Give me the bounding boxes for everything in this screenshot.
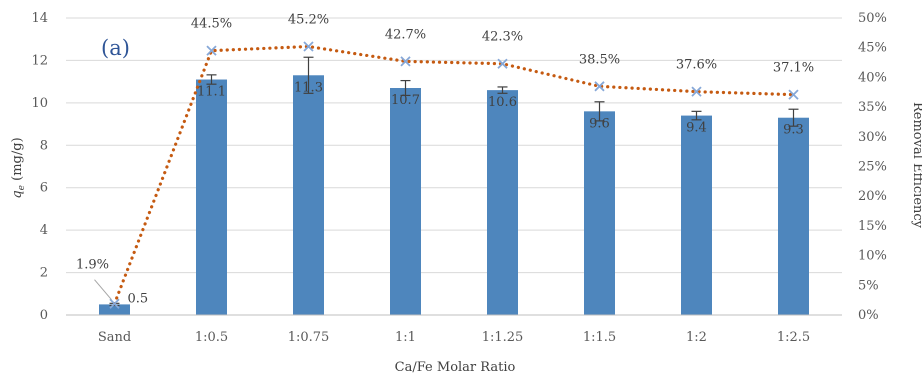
efficiency-value-label: 37.1% [773,61,814,76]
x-tick-label: Sand [98,330,131,345]
efficiency-value-label: 42.7% [385,27,426,42]
x-tick-label: 1:1.5 [583,330,616,345]
y-right-tick-label: 25% [858,160,887,175]
y-left-tick-label: 10 [31,96,48,111]
bar [99,304,130,315]
x-tick-label: 1:2 [686,330,707,345]
grid [66,17,842,274]
y-left-tick-label: 4 [40,223,48,238]
bar-value-label: 11.1 [197,85,226,100]
y-axis-title-right: Removal Efficiency [910,102,922,229]
x-tick-label: 1:0.5 [195,330,228,345]
y-axis-title-symbol: q [10,190,25,198]
efficiency-marker [594,81,605,92]
y-right-tick-label: 35% [858,100,887,115]
bar-series [99,56,809,316]
y-right-tick-label: 0% [858,308,879,323]
y-right-tick-label: 30% [858,130,887,145]
y-axis-title-left: qe (mg/g) [10,137,27,198]
y-axis-title-unit: (mg/g) [10,137,25,185]
x-tick-label: 1:1.25 [482,330,524,345]
y-left-tick-label: 6 [40,181,48,196]
y-right-tick-label: 10% [858,249,887,264]
bar-value-label: 10.7 [391,93,420,108]
bar-value-label: 10.6 [488,95,517,110]
efficiency-marker [400,56,411,67]
bar-value-label: 0.5 [128,291,149,306]
bar-value-label: 9.6 [589,116,610,131]
bar [293,75,324,316]
efficiency-marker [303,41,314,52]
y-right-tick-label: 20% [858,189,887,204]
efficiency-value-label: 44.5% [191,17,232,32]
efficiency-line [112,44,796,306]
x-tick-label: 1:1 [395,330,416,345]
efficiency-marker [497,58,508,69]
efficiency-marker [109,298,120,309]
y-left-tick-label: 14 [31,11,48,26]
efficiency-marker [691,86,702,97]
bar-value-label: 9.4 [686,121,707,136]
data-labels: 0.5 11.1 11.3 10.7 10.6 9.6 9.4 9.3 1.9% 44.5% 45.… [76,13,814,307]
efficiency-value-label: 1.9% [76,258,109,273]
bar [681,115,712,315]
efficiency-marker [788,89,799,100]
y-right-tick-label: 50% [858,11,887,26]
y-left-tick-label: 0 [40,308,48,323]
y-right-tick-label: 5% [858,278,879,293]
bar [196,79,227,316]
efficiency-marker [206,45,217,56]
y-right-tick-label: 15% [858,219,887,234]
efficiency-series [109,41,799,309]
bar-value-label: 9.3 [783,123,804,138]
efficiency-value-label: 45.2% [288,13,329,28]
x-tick-label: 1:0.75 [288,330,330,345]
axes: 0 2 4 6 8 10 12 14 0% 5% 10% 15% 20% 25% 30% 35% 40% 45% 5… [31,11,886,345]
y-right-tick-label: 45% [858,41,887,56]
bar [584,111,615,315]
efficiency-value-label: 42.3% [482,30,523,45]
efficiency-value-label: 38.5% [579,52,620,67]
bar [487,90,518,315]
y-left-tick-label: 12 [31,53,48,68]
y-left-tick-label: 8 [40,138,48,153]
panel-label: (a) [101,36,130,60]
bar [778,117,809,315]
y-left-tick-label: 2 [40,266,48,281]
bar [390,88,421,315]
y-right-tick-label: 40% [858,70,887,85]
bar-value-label: 11.3 [294,80,323,95]
x-tick-label: 1:2.5 [777,330,810,345]
x-axis-title: Ca/Fe Molar Ratio [395,360,516,375]
y-axis-title-subscript: e [17,185,27,190]
efficiency-value-label: 37.6% [676,58,717,73]
efficiency-leader-line [94,279,112,301]
